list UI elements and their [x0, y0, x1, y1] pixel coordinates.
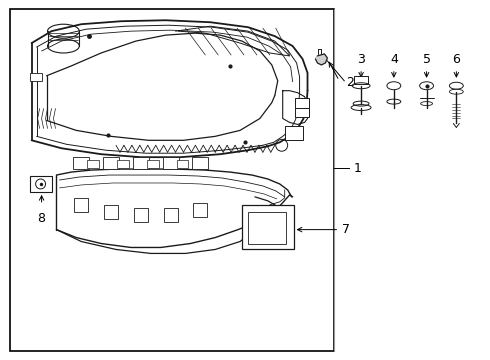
Ellipse shape: [449, 82, 464, 89]
Text: 5: 5: [422, 53, 431, 66]
Bar: [285, 126, 302, 140]
Bar: [242, 205, 294, 249]
Bar: [134, 208, 148, 222]
Bar: [354, 76, 368, 84]
Bar: [74, 157, 89, 169]
Polygon shape: [316, 54, 327, 65]
Bar: [248, 212, 286, 243]
Bar: [117, 160, 129, 168]
Text: 4: 4: [390, 53, 398, 66]
Bar: [104, 205, 118, 219]
Bar: [133, 157, 149, 169]
Bar: [10, 9, 334, 351]
Bar: [30, 176, 51, 192]
Bar: [147, 160, 159, 168]
Bar: [176, 160, 189, 168]
Text: 3: 3: [357, 53, 365, 66]
Bar: [194, 203, 207, 217]
Bar: [294, 98, 310, 108]
Text: 2: 2: [346, 76, 354, 89]
Bar: [30, 73, 42, 81]
Text: 1: 1: [354, 162, 362, 175]
Bar: [294, 108, 310, 117]
Bar: [87, 160, 99, 168]
Bar: [74, 198, 88, 212]
Bar: [193, 157, 208, 169]
Ellipse shape: [387, 82, 401, 90]
Text: 7: 7: [342, 223, 350, 236]
Bar: [103, 157, 119, 169]
Bar: [164, 208, 177, 222]
Text: 8: 8: [38, 212, 46, 225]
Ellipse shape: [419, 82, 434, 90]
Text: 6: 6: [452, 53, 460, 66]
Bar: [163, 157, 178, 169]
